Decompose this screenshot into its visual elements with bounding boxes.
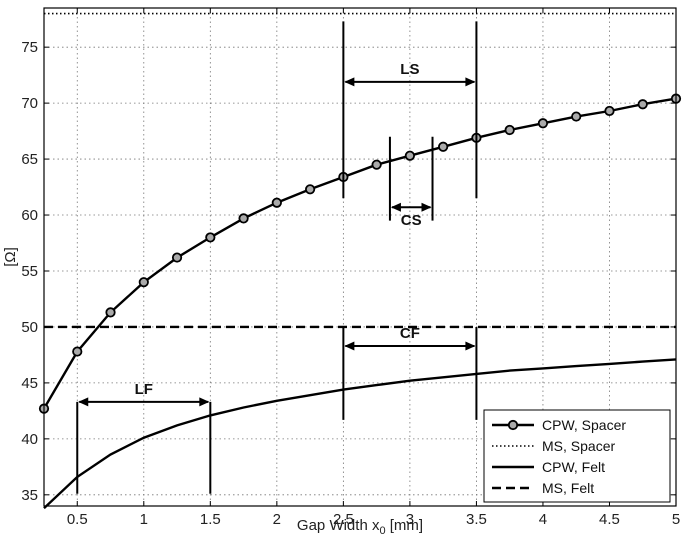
legend-label: MS, Felt	[542, 480, 594, 496]
annotation-arrowhead-right	[199, 397, 210, 407]
annotation-label: CS	[401, 212, 422, 229]
y-tick-label: 45	[21, 375, 38, 392]
series-point	[404, 150, 415, 161]
annotation-arrowhead-right	[465, 341, 476, 351]
annotation-ls: LS	[342, 21, 478, 199]
legend-entry: CPW, Spacer	[492, 417, 626, 433]
y-tick-label: 50	[21, 319, 38, 336]
x-axis-label-subscript: 0	[379, 525, 385, 537]
series-point	[138, 277, 149, 288]
annotation-arrowhead-right	[421, 202, 432, 212]
y-tick-label: 60	[21, 207, 38, 224]
annotation-arrowhead-left	[390, 202, 401, 212]
plot-frame	[43, 7, 677, 507]
legend-label: MS, Spacer	[542, 438, 615, 454]
y-tick-label: 75	[21, 39, 38, 56]
series-point	[537, 118, 549, 129]
series-line-2	[43, 358, 677, 510]
annotation-arrowhead-left	[344, 77, 355, 87]
x-tick-label: 3	[406, 511, 414, 528]
legend-entry: MS, Felt	[492, 480, 594, 496]
x-axis-label: Gap Width x0 [mm]	[297, 517, 423, 537]
y-tick-label: 40	[21, 431, 38, 448]
x-tick-label: 1.5	[200, 511, 221, 528]
annotation-cs: CS	[388, 136, 434, 229]
x-tick-label: 2	[273, 511, 281, 528]
series-point	[305, 184, 316, 195]
annotation-label: LF	[135, 381, 153, 398]
series-point	[171, 252, 183, 263]
legend-entry: CPW, Felt	[492, 459, 605, 475]
legend-label: CPW, Felt	[542, 459, 605, 475]
series-point	[637, 99, 648, 110]
x-axis-label-unit: [mm]	[386, 517, 424, 534]
x-tick-label: 3.5	[466, 511, 487, 528]
legend-marker	[507, 419, 519, 431]
series-point	[371, 159, 382, 170]
series-point	[571, 111, 582, 122]
annotation-arrowhead-right	[465, 77, 476, 87]
series-layer	[38, 12, 682, 510]
legend-label: CPW, Spacer	[542, 417, 626, 433]
annotation-cf: CF	[342, 325, 478, 420]
x-tick-label: 5	[672, 511, 680, 528]
x-tick-label: 2.5	[333, 511, 354, 528]
series-point	[105, 307, 116, 318]
series-line-0	[42, 97, 677, 410]
series-point	[438, 141, 449, 152]
y-tick-label: 55	[21, 263, 38, 280]
legend: CPW, Spacer MS, Spacer CPW, Felt MS, Felt	[483, 409, 671, 503]
x-axis-label-main: Gap Width x	[297, 517, 380, 534]
series-point	[504, 124, 515, 136]
y-tick-label: 65	[21, 151, 38, 168]
y-tick-label: 35	[21, 487, 38, 504]
legend-entry: MS, Spacer	[492, 438, 615, 454]
y-tick-label: 70	[21, 95, 38, 112]
x-tick-label: 1	[140, 511, 148, 528]
x-tick-label: 0.5	[67, 511, 88, 528]
annotation-arrowhead-left	[78, 397, 89, 407]
series-point	[604, 105, 615, 117]
annotation-arrowhead-left	[344, 341, 355, 351]
series-point	[238, 213, 249, 224]
y-axis-label: [Ω]	[2, 247, 19, 267]
annotation-layer: LS CS CF LF	[76, 21, 478, 494]
series-point	[72, 346, 83, 357]
annotation-lf: LF	[76, 381, 212, 494]
x-tick-label: 4	[539, 511, 547, 528]
annotation-label: CF	[400, 325, 420, 342]
series-point	[205, 232, 216, 243]
x-tick-label: 4.5	[599, 511, 620, 528]
annotation-label: LS	[400, 61, 419, 78]
tick-layer: 0.5 1 1.5 2 2.5 3 3.5 4 4.5 5 35 40 45 50 55 60 65 70 75	[21, 8, 680, 528]
series-point	[271, 197, 282, 208]
